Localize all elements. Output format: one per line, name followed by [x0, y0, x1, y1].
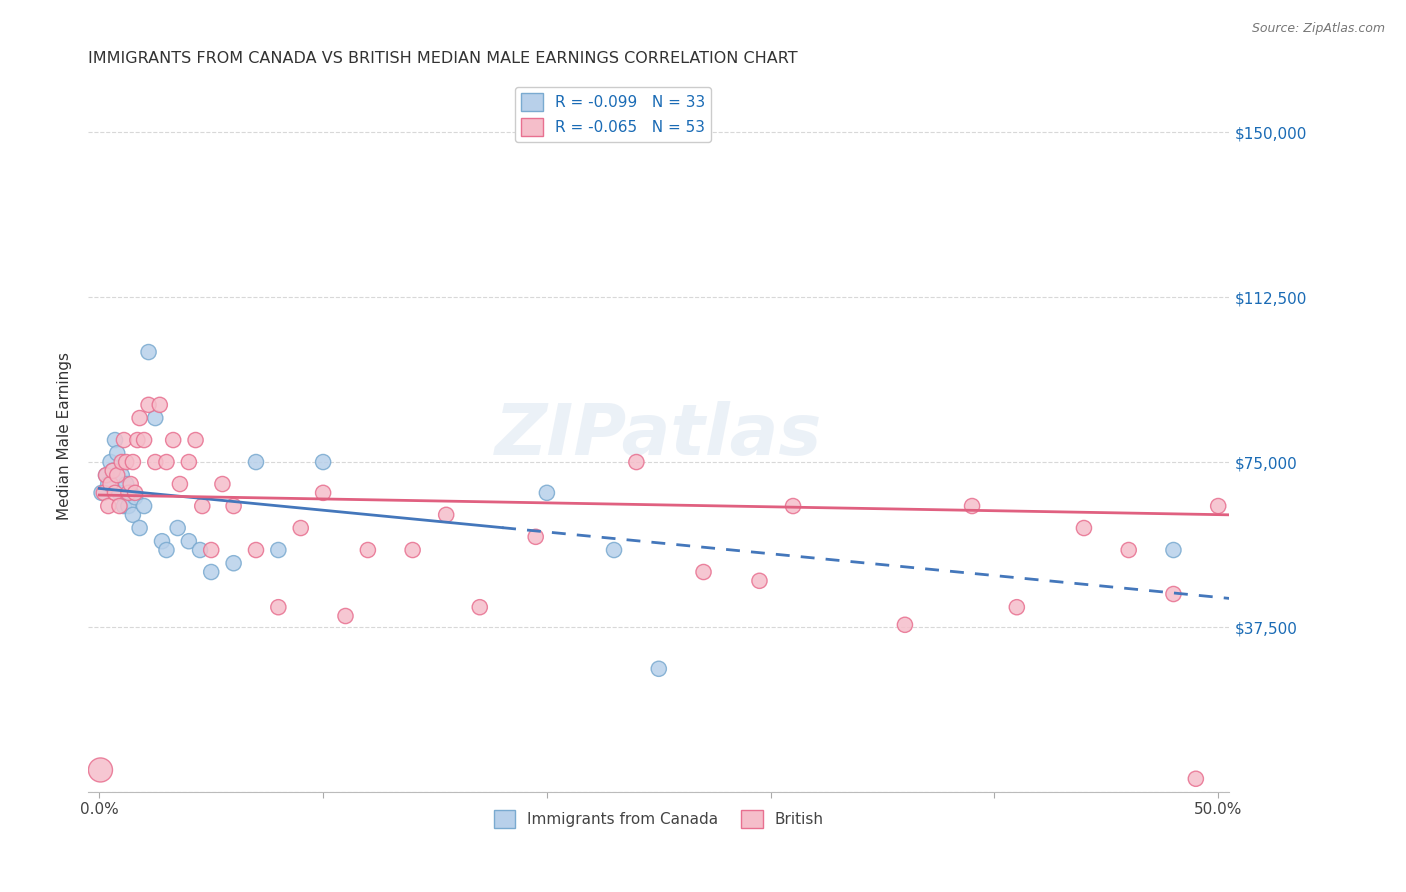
Point: [200, 565, 222, 579]
Point: [90, 486, 112, 500]
Point: [782, 499, 804, 513]
Point: [155, 543, 177, 558]
Point: [101, 464, 124, 478]
Y-axis label: Median Male Earnings: Median Male Earnings: [58, 351, 72, 520]
Point: [122, 455, 145, 469]
Point: [401, 543, 423, 558]
Point: [536, 486, 558, 500]
Point: [94, 468, 117, 483]
Point: [1206, 499, 1229, 513]
Point: [177, 534, 200, 549]
Point: [115, 477, 138, 491]
Point: [335, 609, 357, 624]
Point: [1163, 543, 1185, 558]
Point: [177, 455, 200, 469]
Point: [132, 499, 155, 513]
Point: [357, 543, 380, 558]
Legend: Immigrants from Canada, British: Immigrants from Canada, British: [488, 805, 830, 834]
Point: [1118, 543, 1140, 558]
Point: [124, 490, 146, 504]
Point: [524, 530, 547, 544]
Point: [89, 763, 111, 777]
Point: [200, 543, 222, 558]
Point: [111, 468, 134, 483]
Point: [312, 455, 335, 469]
Point: [94, 468, 117, 483]
Point: [245, 543, 267, 558]
Point: [143, 455, 166, 469]
Text: Source: ZipAtlas.com: Source: ZipAtlas.com: [1251, 22, 1385, 36]
Point: [169, 477, 191, 491]
Point: [1185, 772, 1208, 786]
Point: [132, 433, 155, 447]
Point: [105, 446, 128, 460]
Point: [150, 534, 173, 549]
Point: [188, 543, 211, 558]
Point: [112, 499, 135, 513]
Point: [120, 477, 142, 491]
Point: [648, 662, 671, 676]
Point: [100, 477, 122, 491]
Point: [122, 508, 145, 522]
Point: [312, 486, 335, 500]
Point: [93, 486, 115, 500]
Point: [128, 411, 150, 425]
Point: [101, 464, 124, 478]
Point: [960, 499, 983, 513]
Point: [603, 543, 626, 558]
Point: [128, 521, 150, 535]
Point: [894, 617, 917, 632]
Text: ZIPatlas: ZIPatlas: [495, 401, 823, 470]
Point: [222, 499, 245, 513]
Point: [267, 543, 290, 558]
Text: IMMIGRANTS FROM CANADA VS BRITISH MEDIAN MALE EARNINGS CORRELATION CHART: IMMIGRANTS FROM CANADA VS BRITISH MEDIAN…: [89, 51, 797, 66]
Point: [626, 455, 648, 469]
Point: [1073, 521, 1095, 535]
Point: [115, 455, 138, 469]
Point: [111, 455, 134, 469]
Point: [155, 455, 177, 469]
Point: [97, 477, 120, 491]
Point: [184, 433, 207, 447]
Point: [97, 499, 120, 513]
Point: [138, 398, 160, 412]
Point: [104, 486, 127, 500]
Point: [245, 455, 267, 469]
Point: [692, 565, 714, 579]
Point: [434, 508, 457, 522]
Point: [112, 433, 135, 447]
Point: [117, 499, 139, 513]
Point: [138, 345, 160, 359]
Point: [124, 486, 146, 500]
Point: [117, 486, 139, 500]
Point: [748, 574, 770, 588]
Point: [105, 468, 128, 483]
Point: [166, 521, 188, 535]
Point: [100, 455, 122, 469]
Point: [108, 486, 131, 500]
Point: [149, 398, 172, 412]
Point: [290, 521, 312, 535]
Point: [468, 600, 491, 615]
Point: [143, 411, 166, 425]
Point: [211, 477, 233, 491]
Point: [104, 433, 127, 447]
Point: [120, 486, 142, 500]
Point: [267, 600, 290, 615]
Point: [127, 433, 149, 447]
Point: [222, 556, 245, 570]
Point: [108, 499, 131, 513]
Point: [162, 433, 184, 447]
Point: [1005, 600, 1028, 615]
Point: [1163, 587, 1185, 601]
Point: [191, 499, 214, 513]
